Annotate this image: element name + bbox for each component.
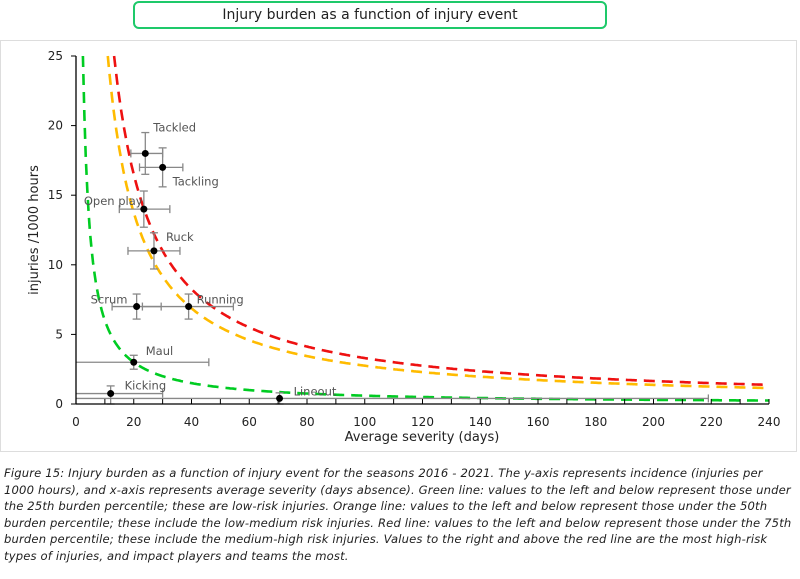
burden-curve-75th [112,55,769,387]
x-axis-label: Average severity (days) [345,430,500,445]
point-label: Ruck [166,230,194,244]
x-tick-label: 60 [242,415,257,429]
point-label: Open play [84,194,143,208]
chart-frame [0,40,797,452]
x-tick-label: 40 [184,415,199,429]
y-tick-label: 20 [48,119,63,133]
chart-title: Injury burden as a function of injury ev… [222,7,518,23]
data-point [140,205,148,213]
point-label: Kicking [125,379,167,393]
x-tick-label: 20 [126,415,141,429]
x-tick-label: 160 [527,415,550,429]
point-label: Lineout [294,384,337,398]
point-label: Tackling [172,174,219,188]
data-point [107,390,115,398]
point-label: Running [197,293,244,307]
x-tick-label: 180 [584,415,607,429]
x-tick-label: 100 [353,415,376,429]
point-label: Maul [146,344,173,358]
y-tick-label: 10 [48,258,63,272]
point-label: Tackled [152,120,196,134]
burden-curve-50th [106,55,770,390]
data-point [133,303,141,311]
data-point [185,303,193,311]
data-point [159,163,167,171]
y-tick-label: 5 [55,327,63,341]
data-point [150,247,158,255]
x-tick-label: 240 [758,415,781,429]
data-point [141,149,149,157]
x-tick-label: 120 [411,415,434,429]
x-tick-label: 0 [72,415,80,429]
threshold-curves [81,55,770,402]
data-point [276,394,284,402]
y-axis-label: injuries /1000 hours [27,165,42,295]
data-point [130,358,138,366]
chart: 0 5 10 15 20 25 0 20 40 60 80 100 120 140 160 180 200 220… [27,49,781,445]
y-tick-label: 15 [48,188,63,202]
figure-caption: Figure 15: Injury burden as a function o… [4,466,792,563]
x-tick-label: 200 [642,415,665,429]
y-tick-label: 25 [48,49,63,63]
x-tick-label: 220 [700,415,723,429]
point-label: Scrum [91,293,128,307]
data-points: Tackled Tackling Open play Ruck Scrum Running… [84,120,337,402]
error-bars [76,131,710,405]
x-tick-label: 140 [469,415,492,429]
chart-title-box: Injury burden as a function of injury ev… [133,1,607,29]
y-tick-label: 0 [55,397,63,411]
axes: 0 5 10 15 20 25 0 20 40 60 80 100 120 140 160 180 200 220… [48,49,781,429]
burden-curve-25th [81,55,769,402]
x-tick-label: 80 [299,415,314,429]
